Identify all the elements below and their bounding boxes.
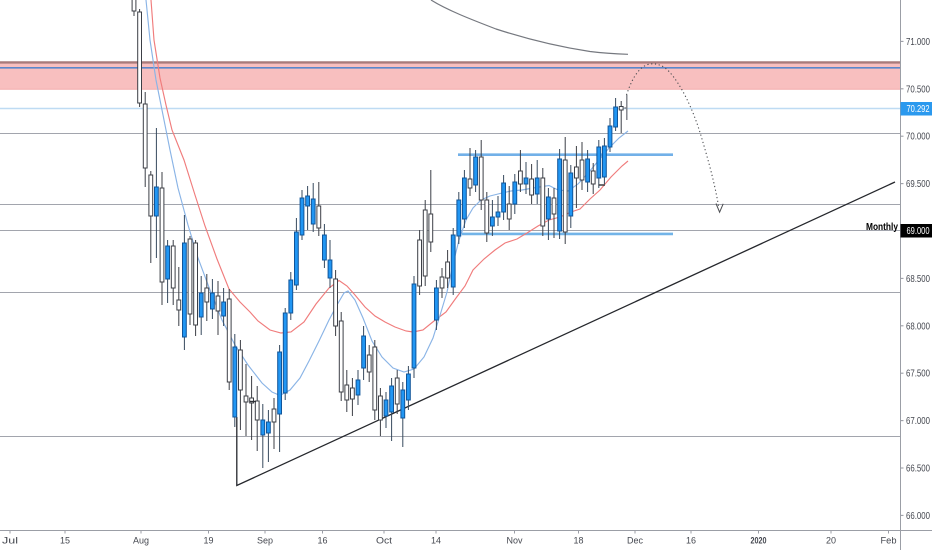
svg-text:66.500: 66.500 [906, 464, 930, 475]
svg-text:67.500: 67.500 [906, 369, 930, 380]
svg-text:2020: 2020 [751, 536, 767, 547]
svg-text:70.292: 70.292 [907, 104, 930, 115]
svg-text:16: 16 [318, 536, 328, 547]
svg-text:Monthly: Monthly [866, 221, 898, 233]
svg-text:67.000: 67.000 [906, 416, 930, 427]
svg-text:20: 20 [826, 536, 836, 547]
svg-text:Jul: Jul [2, 536, 18, 547]
svg-text:Dec: Dec [627, 536, 643, 547]
svg-text:19: 19 [204, 536, 214, 547]
svg-text:71.000: 71.000 [906, 37, 930, 48]
svg-text:69.500: 69.500 [906, 179, 930, 190]
svg-text:68.500: 68.500 [906, 274, 930, 285]
svg-text:Oct: Oct [376, 536, 392, 547]
svg-text:68.000: 68.000 [906, 321, 930, 332]
svg-text:18: 18 [574, 536, 584, 547]
svg-text:70.500: 70.500 [906, 84, 930, 95]
svg-text:Aug: Aug [133, 536, 149, 547]
svg-text:16: 16 [686, 536, 696, 547]
svg-text:69.000: 69.000 [907, 226, 930, 237]
svg-text:14: 14 [431, 536, 441, 547]
svg-text:Nov: Nov [507, 536, 523, 547]
svg-text:70.000: 70.000 [906, 132, 930, 143]
svg-text:Feb: Feb [881, 536, 897, 547]
svg-text:15: 15 [60, 536, 70, 547]
svg-text:Sep: Sep [257, 536, 273, 547]
svg-text:66.000: 66.000 [906, 511, 930, 522]
